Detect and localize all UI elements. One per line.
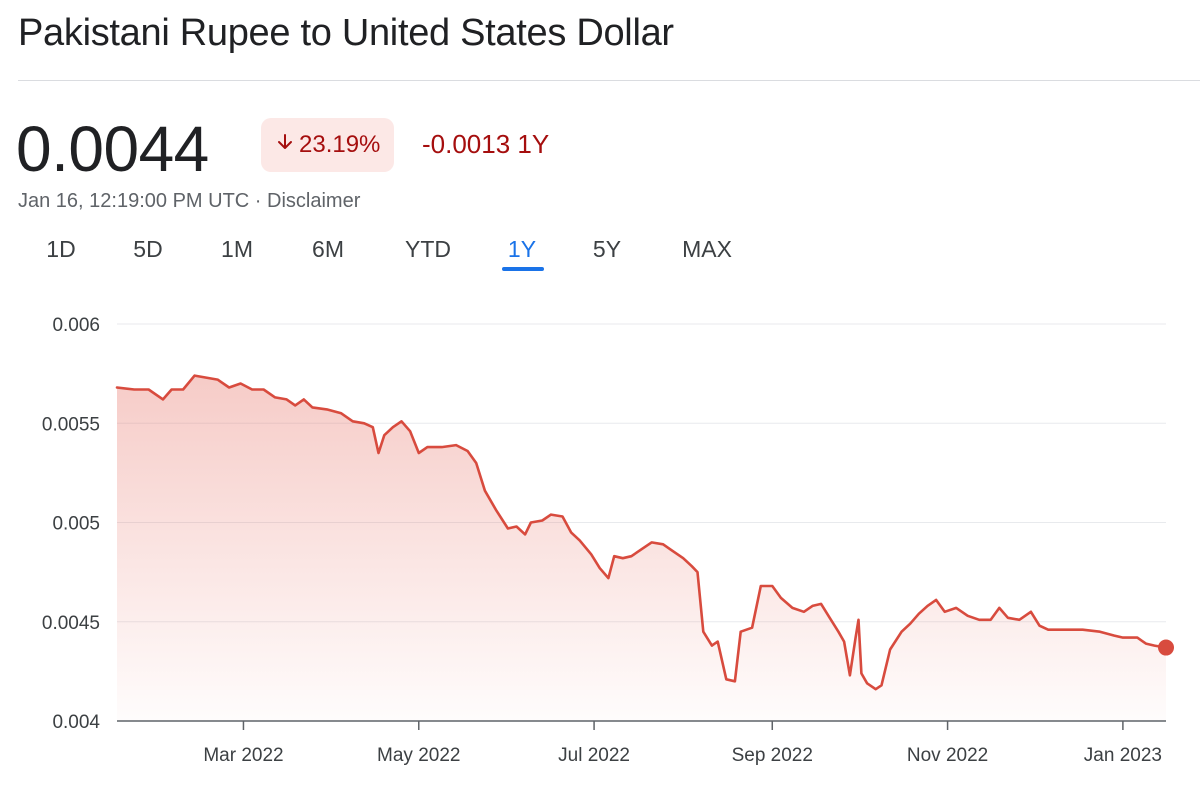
change-percent-badge: 23.19% [261,118,395,172]
tab-ytd[interactable]: YTD [405,236,451,262]
page-title: Pakistani Rupee to United States Dollar [18,12,674,54]
exchange-rate-chart[interactable]: 0.006 0.0055 0.005 0.0045 0.004 Mar 2022 May … [0,290,1200,789]
y-axis-labels: 0.006 0.0055 0.005 0.0045 0.004 [42,315,101,733]
active-tab-indicator [502,267,544,271]
current-price: 0.0044 [16,113,209,185]
chart-area-fill [117,375,1166,721]
change-absolute: -0.0013 1Y [422,129,550,159]
change-percent: 23.19% [299,131,381,158]
y-tick-label: 0.0045 [42,613,100,634]
x-tick-label: May 2022 [377,745,460,766]
tab-5y[interactable]: 5Y [592,236,622,262]
x-axis-labels: Mar 2022 May 2022 Jul 2022 Sep 2022 Nov 2022… [203,721,1162,766]
current-value-dot [1158,639,1174,656]
meta-separator: · [249,190,268,212]
arrow-down-icon [275,131,295,159]
y-tick-label: 0.0055 [42,414,100,435]
timestamp-line: Jan 16, 12:19:00 PM UTC · Disclaimer [18,190,360,213]
chart-line [115,374,1168,691]
x-tick-label: Sep 2022 [732,745,813,766]
header-divider [18,80,1200,81]
tab-6m[interactable]: 6M [312,236,344,262]
x-tick-label: Nov 2022 [907,745,988,766]
tab-1d[interactable]: 1D [46,236,76,262]
tab-1y[interactable]: 1Y [507,236,537,262]
y-tick-label: 0.005 [52,514,100,535]
tab-max[interactable]: MAX [682,236,732,262]
y-tick-label: 0.006 [52,315,100,336]
x-tick-label: Mar 2022 [203,745,283,766]
disclaimer-link[interactable]: Disclaimer [267,190,361,212]
tab-5d[interactable]: 5D [133,236,163,262]
x-tick-label: Jan 2023 [1084,745,1162,766]
x-tick-label: Jul 2022 [558,745,630,766]
y-tick-label: 0.004 [52,712,100,733]
timestamp: Jan 16, 12:19:00 PM UTC [18,190,250,212]
tab-1m[interactable]: 1M [221,236,253,262]
